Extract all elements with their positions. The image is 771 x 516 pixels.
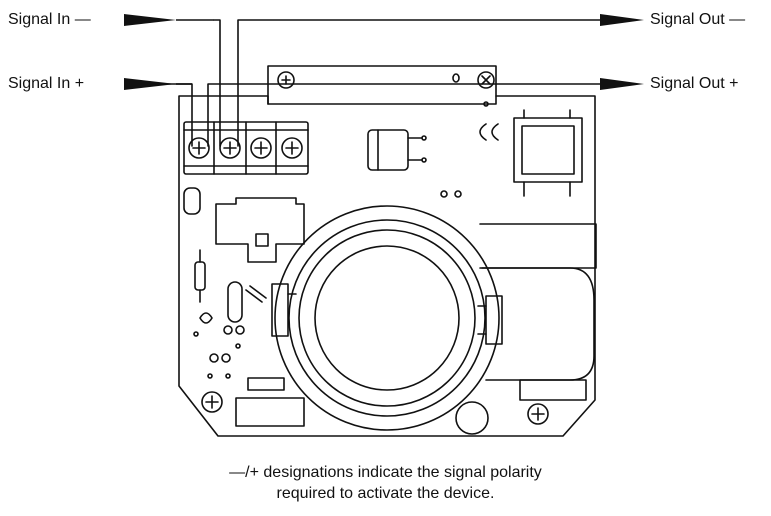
board-screw-right: [527, 403, 549, 425]
arrow-signal-in-minus: [124, 14, 176, 26]
bracket-screw-left: [277, 71, 295, 89]
label-signal-out-minus: Signal Out —: [650, 11, 746, 28]
board-slot: [183, 187, 201, 215]
arrow-signal-out-minus: [600, 14, 644, 26]
wire-signal-in-minus: [213, 19, 221, 147]
label-signal-out-plus: Signal Out +: [650, 75, 739, 92]
bracket-hole: [452, 73, 460, 83]
wire-signal-out-minus: [237, 19, 601, 147]
wire-signal-in-plus: [161, 83, 193, 147]
caption-line-1: —/+ designations indicate the signal pol…: [229, 464, 542, 481]
transformer: [513, 117, 583, 183]
terminal-screws: [188, 137, 303, 159]
sounder-mid-ring: [288, 219, 486, 417]
caption-line-2: required to activate the device.: [276, 485, 495, 502]
mounting-bracket: [267, 65, 497, 105]
caption: —/+ designations indicate the signal pol…: [0, 462, 771, 504]
inductor: [479, 123, 499, 141]
sounder-outer-ring: [274, 205, 500, 431]
relay-component: [215, 197, 305, 263]
board-screw-left: [201, 391, 223, 413]
wire-signal-out-plus: [207, 83, 601, 147]
label-signal-in-plus: Signal In +: [8, 75, 85, 92]
oval-slot: [227, 281, 243, 323]
circuit-board: [178, 95, 596, 437]
capacitor: [367, 129, 409, 171]
arrow-signal-in-plus: [124, 78, 176, 90]
label-signal-in-minus: Signal In —: [8, 11, 91, 28]
sounder-center: [314, 245, 460, 391]
side-module: [479, 223, 597, 269]
arrow-signal-out-plus: [600, 78, 644, 90]
bracket-screw-right: [477, 71, 495, 89]
